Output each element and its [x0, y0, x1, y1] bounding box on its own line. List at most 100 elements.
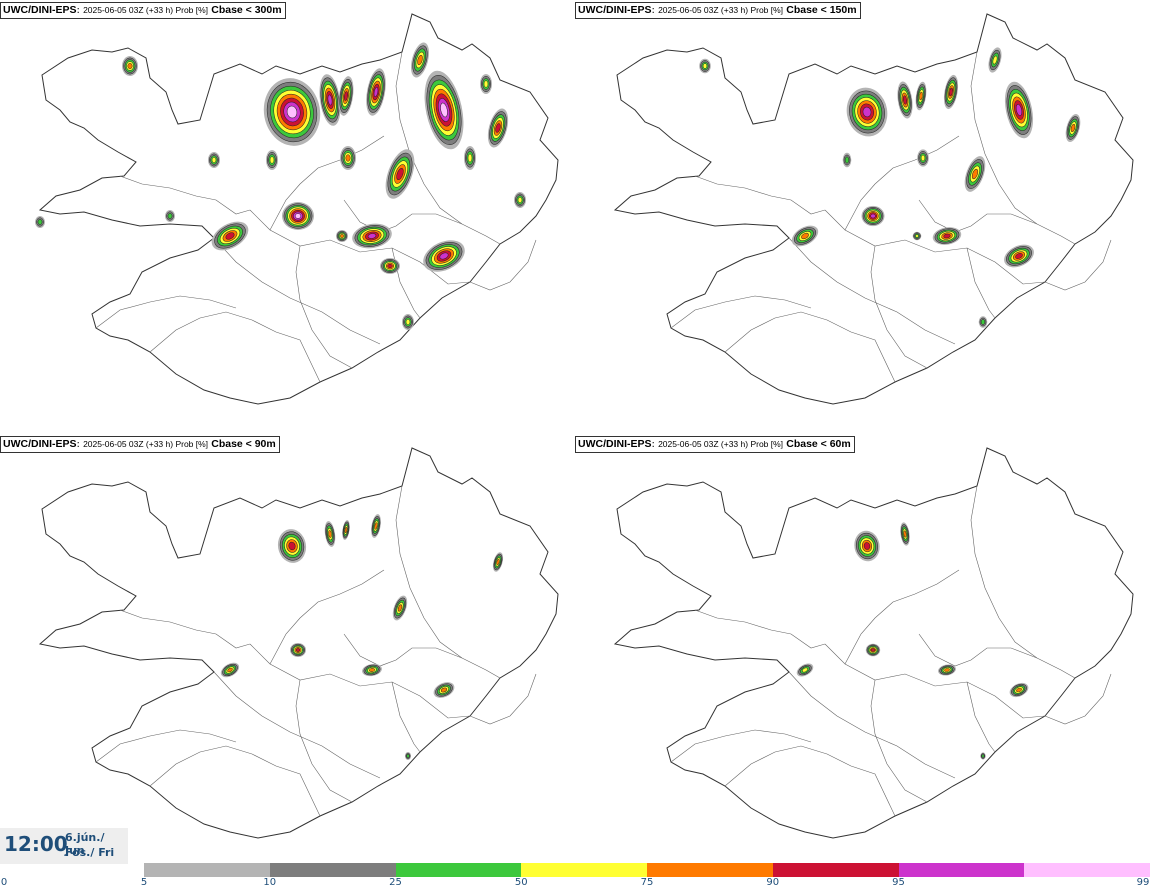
- probability-area: [1065, 113, 1081, 143]
- colorbar-segment: [1024, 863, 1150, 877]
- probability-area: [988, 47, 1002, 73]
- probability-area: [932, 227, 962, 245]
- probability-area: [392, 595, 408, 621]
- threshold-label: Cbase < 60m: [786, 438, 851, 450]
- coastline: [38, 13, 559, 405]
- probability-area: [380, 258, 400, 274]
- colorbar-segment: [647, 863, 773, 877]
- probability-area: [1004, 244, 1034, 268]
- colorbar-tick-label: 90: [766, 877, 780, 888]
- colorbar-tick-label: 95: [892, 877, 905, 888]
- probability-area: [964, 156, 986, 192]
- probability-area: [424, 70, 464, 150]
- colorbar-tick-label: 5: [140, 877, 148, 888]
- colorbar-tick-label: 0: [0, 877, 8, 888]
- probability-area: [336, 230, 348, 242]
- probability-area: [699, 58, 711, 74]
- colorbar-segment: [269, 863, 396, 877]
- probability-area: [917, 149, 929, 167]
- probability-area: [385, 149, 415, 199]
- probability-area: [282, 202, 314, 230]
- probability-area: [943, 74, 959, 110]
- probability-area: [1009, 682, 1029, 698]
- run-info: 2025-06-05 03Z (+33 h) Prob [%]: [658, 5, 784, 15]
- panel-cbase-300: UWC/DINI-EPS: 2025-06-05 03Z (+33 h) Pro…: [0, 0, 575, 438]
- probability-area: [865, 643, 881, 657]
- colorbar-tick-label: 25: [389, 877, 402, 888]
- valid-time: 12:00: [4, 832, 68, 856]
- probability-area: [208, 152, 220, 168]
- probability-field: [796, 522, 1029, 760]
- probability-area: [900, 522, 910, 546]
- probability-area: [266, 150, 278, 170]
- probability-area: [912, 231, 922, 241]
- iceland-map: [38, 447, 559, 839]
- model-name: UWC/DINI-EPS: [3, 4, 77, 16]
- probability-area: [342, 520, 350, 540]
- probability-area: [514, 192, 526, 208]
- probability-area: [324, 521, 336, 547]
- threshold-label: Cbase < 150m: [786, 4, 857, 16]
- probability-area: [433, 682, 455, 698]
- probability-area: [423, 240, 465, 272]
- catchment-borders: [670, 51, 1112, 383]
- probability-area: [362, 663, 382, 677]
- probability-area: [846, 87, 888, 137]
- probability-area: [915, 81, 927, 111]
- panel-title: UWC/DINI-EPS: 2025-06-05 03Z (+33 h) Pro…: [0, 2, 286, 19]
- catchment-borders: [95, 51, 537, 383]
- probability-area: [480, 74, 492, 94]
- colorbar-tick-label: 75: [640, 877, 654, 888]
- colorbar-segment: [898, 863, 1025, 877]
- coastline: [38, 447, 559, 839]
- colorbar-tick-label: 99: [1136, 877, 1150, 888]
- probability-area: [487, 108, 509, 148]
- colorbar-segment: [772, 863, 899, 877]
- run-info: 2025-06-05 03Z (+33 h) Prob [%]: [658, 439, 784, 449]
- probability-area: [938, 664, 956, 676]
- probability-area: [338, 76, 354, 116]
- run-info: 2025-06-05 03Z (+33 h) Prob [%]: [83, 439, 209, 449]
- probability-area: [352, 223, 392, 249]
- probability-area: [371, 514, 381, 538]
- probability-area: [319, 74, 341, 126]
- probability-area: [290, 643, 306, 657]
- probability-area: [464, 146, 476, 170]
- colorbar-segment: [144, 863, 270, 877]
- colorbar-tick-label: 50: [514, 877, 528, 888]
- panel-cbase-60: UWC/DINI-EPS: 2025-06-05 03Z (+33 h) Pro…: [575, 434, 1150, 872]
- probability-area: [861, 205, 885, 227]
- probability-area: [492, 552, 504, 572]
- probability-area: [35, 216, 45, 228]
- colorbar-segment: [521, 863, 647, 877]
- probability-area: [340, 146, 356, 170]
- panel-title: UWC/DINI-EPS: 2025-06-05 03Z (+33 h) Pro…: [0, 436, 280, 453]
- panel-cbase-150: UWC/DINI-EPS: 2025-06-05 03Z (+33 h) Pro…: [575, 0, 1150, 438]
- panel-title: UWC/DINI-EPS: 2025-06-05 03Z (+33 h) Pro…: [575, 2, 861, 19]
- catchment-borders: [95, 485, 537, 817]
- probability-area: [796, 663, 814, 677]
- probability-area: [842, 152, 852, 168]
- probability-area: [402, 314, 414, 330]
- iceland-map: [613, 13, 1134, 405]
- colorbar-tick-label: 10: [263, 877, 277, 888]
- probability-area: [211, 221, 249, 251]
- probability-field: [699, 47, 1081, 328]
- valid-date: 6.jún./ Jun: [65, 831, 105, 857]
- run-info: 2025-06-05 03Z (+33 h) Prob [%]: [83, 5, 209, 15]
- probability-area: [366, 68, 386, 116]
- panel-cbase-90: UWC/DINI-EPS: 2025-06-05 03Z (+33 h) Pro…: [0, 434, 575, 872]
- probability-area: [980, 752, 986, 760]
- panel-title: UWC/DINI-EPS: 2025-06-05 03Z (+33 h) Pro…: [575, 436, 855, 453]
- threshold-label: Cbase < 90m: [211, 438, 276, 450]
- probability-area: [122, 56, 138, 76]
- colorbar-segment: [395, 863, 522, 877]
- probability-colorbar: [144, 863, 1150, 877]
- probability-field: [35, 42, 526, 330]
- probability-area: [263, 78, 321, 146]
- probability-area: [410, 42, 430, 78]
- coastline: [613, 447, 1134, 839]
- probability-area: [978, 316, 988, 328]
- coastline: [613, 13, 1134, 405]
- probability-area: [854, 530, 880, 562]
